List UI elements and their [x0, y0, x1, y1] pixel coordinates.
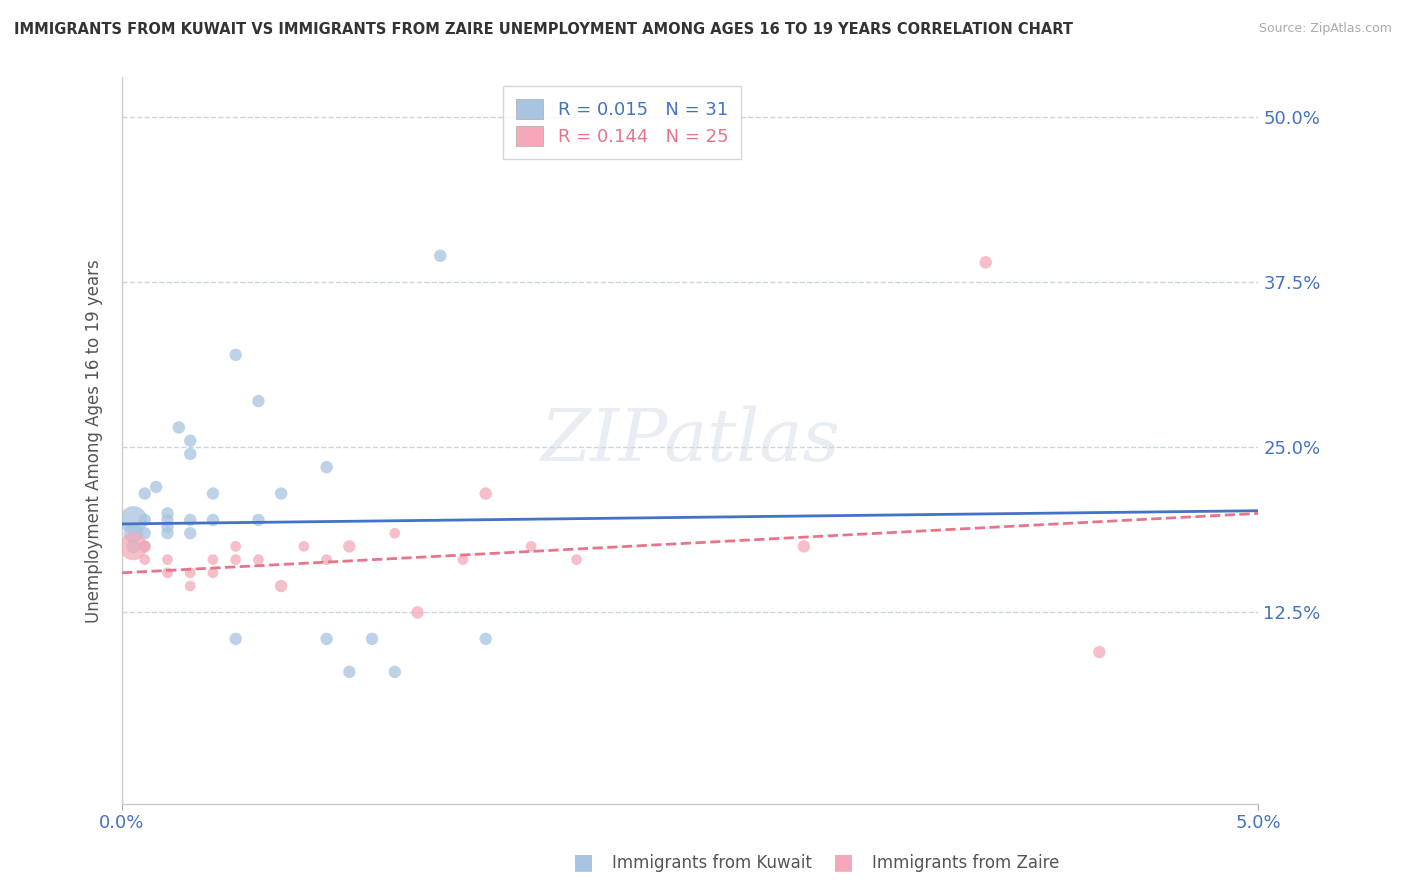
- Point: [179, 566, 201, 580]
- Point: [201, 566, 224, 580]
- Point: [974, 255, 997, 269]
- Point: [156, 566, 179, 580]
- Point: [134, 526, 156, 541]
- Point: [134, 540, 156, 554]
- Point: [156, 507, 179, 521]
- Point: [225, 540, 247, 554]
- Point: [201, 486, 224, 500]
- Point: [179, 513, 201, 527]
- Point: [429, 249, 451, 263]
- Text: Immigrants from Kuwait: Immigrants from Kuwait: [612, 855, 811, 872]
- Point: [520, 540, 543, 554]
- Point: [122, 513, 145, 527]
- Point: [292, 540, 315, 554]
- Point: [337, 540, 360, 554]
- Point: [156, 526, 179, 541]
- Point: [167, 420, 190, 434]
- Point: [247, 513, 270, 527]
- Text: ZIPatlas: ZIPatlas: [540, 406, 839, 476]
- Point: [122, 526, 145, 541]
- Point: [201, 552, 224, 566]
- Point: [179, 447, 201, 461]
- Point: [247, 552, 270, 566]
- Point: [225, 632, 247, 646]
- Point: [1088, 645, 1111, 659]
- Point: [134, 486, 156, 500]
- Text: ■: ■: [574, 853, 593, 872]
- Text: ■: ■: [834, 853, 853, 872]
- Point: [179, 526, 201, 541]
- Point: [384, 665, 406, 679]
- Point: [156, 552, 179, 566]
- Point: [134, 540, 156, 554]
- Point: [474, 486, 496, 500]
- Point: [179, 434, 201, 448]
- Text: IMMIGRANTS FROM KUWAIT VS IMMIGRANTS FROM ZAIRE UNEMPLOYMENT AMONG AGES 16 TO 19: IMMIGRANTS FROM KUWAIT VS IMMIGRANTS FRO…: [14, 22, 1073, 37]
- Legend: R = 0.015   N = 31, R = 0.144   N = 25: R = 0.015 N = 31, R = 0.144 N = 25: [503, 87, 741, 159]
- Point: [134, 552, 156, 566]
- Point: [565, 552, 588, 566]
- Point: [134, 513, 156, 527]
- Point: [145, 480, 167, 494]
- Point: [156, 513, 179, 527]
- Point: [156, 519, 179, 533]
- Point: [406, 606, 429, 620]
- Text: Source: ZipAtlas.com: Source: ZipAtlas.com: [1258, 22, 1392, 36]
- Point: [201, 513, 224, 527]
- Point: [270, 579, 292, 593]
- Point: [270, 486, 292, 500]
- Point: [179, 579, 201, 593]
- Point: [122, 540, 145, 554]
- Point: [384, 526, 406, 541]
- Point: [474, 632, 496, 646]
- Point: [361, 632, 384, 646]
- Point: [793, 540, 815, 554]
- Y-axis label: Unemployment Among Ages 16 to 19 years: Unemployment Among Ages 16 to 19 years: [86, 259, 103, 623]
- Point: [315, 460, 337, 475]
- Point: [247, 394, 270, 409]
- Point: [315, 632, 337, 646]
- Text: Immigrants from Zaire: Immigrants from Zaire: [872, 855, 1059, 872]
- Point: [315, 552, 337, 566]
- Point: [225, 552, 247, 566]
- Point: [225, 348, 247, 362]
- Point: [122, 540, 145, 554]
- Point: [451, 552, 474, 566]
- Point: [337, 665, 360, 679]
